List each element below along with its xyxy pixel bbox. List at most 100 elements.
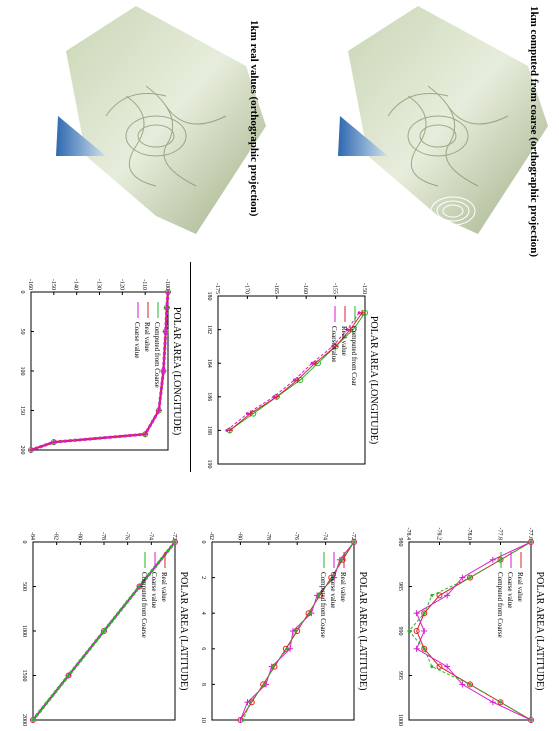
data-point <box>165 306 169 310</box>
series-line <box>242 541 355 721</box>
legend-label: Computed from Coarse <box>319 572 327 638</box>
y-tick-label: -74 <box>322 532 328 540</box>
x-tick-label: 10 <box>200 717 206 723</box>
x-tick-label: 188 <box>206 426 212 435</box>
x-tick-label: 6 <box>200 647 206 650</box>
series-line <box>30 291 169 451</box>
chart-lat-zoom-wrap: POLAR AREA (LATITUDE) 0 2 4 6 8 10 -72 -74 -76 -78… <box>192 508 372 728</box>
x-tick-label: 980 <box>397 538 403 547</box>
x-tick-label: 150 <box>19 406 25 415</box>
chart-lon-zoom: POLAR AREA (LONGITUDE) 180 182 184 186 188 190… <box>206 283 379 469</box>
chart-lon-full-wrap: POLAR AREA (LONGITUDE) 0 50 100 150 200 -100 -1… <box>11 258 186 458</box>
data-point <box>430 665 434 669</box>
data-point <box>272 395 276 399</box>
data-point <box>352 540 356 544</box>
y-tick-label: -80 <box>236 532 242 540</box>
data-point <box>310 361 314 365</box>
plot-frame <box>211 541 355 721</box>
data-point <box>529 718 533 722</box>
series-line <box>415 541 532 721</box>
legend-label: Computed from Coarse <box>140 572 148 638</box>
chart-lat-full: POLAR AREA (LATITUDE) 0 500 1000 1500 2000 -72… <box>21 532 189 726</box>
data-point <box>102 629 106 633</box>
chart-lat-detail: POLAR AREA (LATITUDE) 980 985 990 995 1000 -77… <box>397 528 545 727</box>
y-tick-label: -160 <box>302 283 308 294</box>
chart-title: POLAR AREA (LATITUDE) <box>178 572 189 691</box>
y-tick-label: -175 <box>214 283 220 294</box>
series-line <box>229 312 363 431</box>
data-point <box>436 663 443 670</box>
data-point <box>248 700 252 704</box>
satellite-real-image <box>56 6 266 234</box>
x-tick-label: 182 <box>206 325 212 334</box>
chart-title: POLAR AREA (LATITUDE) <box>357 572 368 691</box>
y-tick-label: -150 <box>361 283 367 294</box>
data-point <box>308 611 312 615</box>
data-point <box>407 629 411 633</box>
y-tick-label: -82 <box>53 532 59 540</box>
data-point <box>317 593 320 597</box>
legend-label: Real value <box>339 572 347 602</box>
caption-computed: 1km computed from coarse (orthographic p… <box>528 6 540 258</box>
chart-lat-zoom: POLAR AREA (LATITUDE) 0 2 4 6 8 10 -72 -74 -76 -78… <box>200 532 368 723</box>
data-point <box>52 440 56 444</box>
y-tick-label: -77.8 <box>497 528 503 541</box>
y-tick-label: -78.4 <box>405 528 411 541</box>
y-tick-label: -72 <box>171 532 177 540</box>
data-point <box>499 700 502 704</box>
y-tick-label: -155 <box>332 283 338 294</box>
satellite-real-panel <box>46 6 271 234</box>
y-tick-label: -84 <box>29 532 35 540</box>
y-tick-label: -76 <box>293 532 299 540</box>
data-point <box>421 645 428 652</box>
chart-title: POLAR AREA (LONGITUDE) <box>171 307 182 435</box>
y-tick-label: -140 <box>73 279 79 290</box>
chart-lat-detail-wrap: POLAR AREA (LATITUDE) 980 985 990 995 1000 -77… <box>389 508 549 728</box>
series-line <box>416 541 532 721</box>
legend-label: Computed from Coarse <box>496 572 504 638</box>
data-point <box>467 681 473 688</box>
data-point <box>263 682 267 686</box>
data-point <box>430 593 434 597</box>
y-tick-label: -78 <box>265 532 271 540</box>
x-tick-label: 1000 <box>21 625 27 637</box>
data-point <box>339 558 343 562</box>
data-point <box>294 629 298 633</box>
chart-lon-zoom-wrap: POLAR AREA (LONGITUDE) 180 182 184 186 188 190… <box>198 262 383 472</box>
y-tick-label: -76 <box>124 532 130 540</box>
y-tick-label: -78.2 <box>436 528 442 541</box>
x-tick-label: 0 <box>21 541 27 544</box>
legend-label: Coarse value <box>330 326 338 362</box>
satellite-computed-panel <box>328 6 553 234</box>
x-tick-label: 0 <box>200 541 206 544</box>
middle-divider <box>190 262 191 472</box>
y-tick-label: -165 <box>273 283 279 294</box>
legend-label: Computed from Coarse <box>153 322 161 388</box>
legend-label: Computed from Coar <box>350 326 358 387</box>
data-point <box>468 682 472 686</box>
legend-label: Coarse value <box>329 572 337 608</box>
data-point <box>422 647 426 651</box>
x-tick-label: 184 <box>206 359 212 368</box>
x-tick-label: 985 <box>397 582 403 591</box>
data-point <box>138 585 141 588</box>
x-tick-label: 100 <box>19 367 25 376</box>
chart-title: POLAR AREA (LONGITUDE) <box>368 316 379 444</box>
data-point <box>241 718 245 722</box>
data-point <box>285 647 289 651</box>
x-tick-label: 1500 <box>21 670 27 682</box>
y-tick-label: -80 <box>76 532 82 540</box>
data-point <box>31 718 35 722</box>
series-line <box>31 541 177 721</box>
artifact-rings <box>430 196 476 226</box>
data-point <box>164 330 168 333</box>
data-point <box>422 611 426 615</box>
x-tick-label: 50 <box>19 329 25 335</box>
legend-label: Coarse value <box>133 322 141 358</box>
data-point <box>357 311 361 315</box>
caption-real: 1km real values (orthographic projection… <box>248 20 260 217</box>
data-point <box>292 378 296 382</box>
data-point <box>345 328 349 332</box>
chart-lon-full: POLAR AREA (LONGITUDE) 0 50 100 150 200 -100 -1… <box>19 279 182 455</box>
x-tick-label: 990 <box>397 627 403 636</box>
